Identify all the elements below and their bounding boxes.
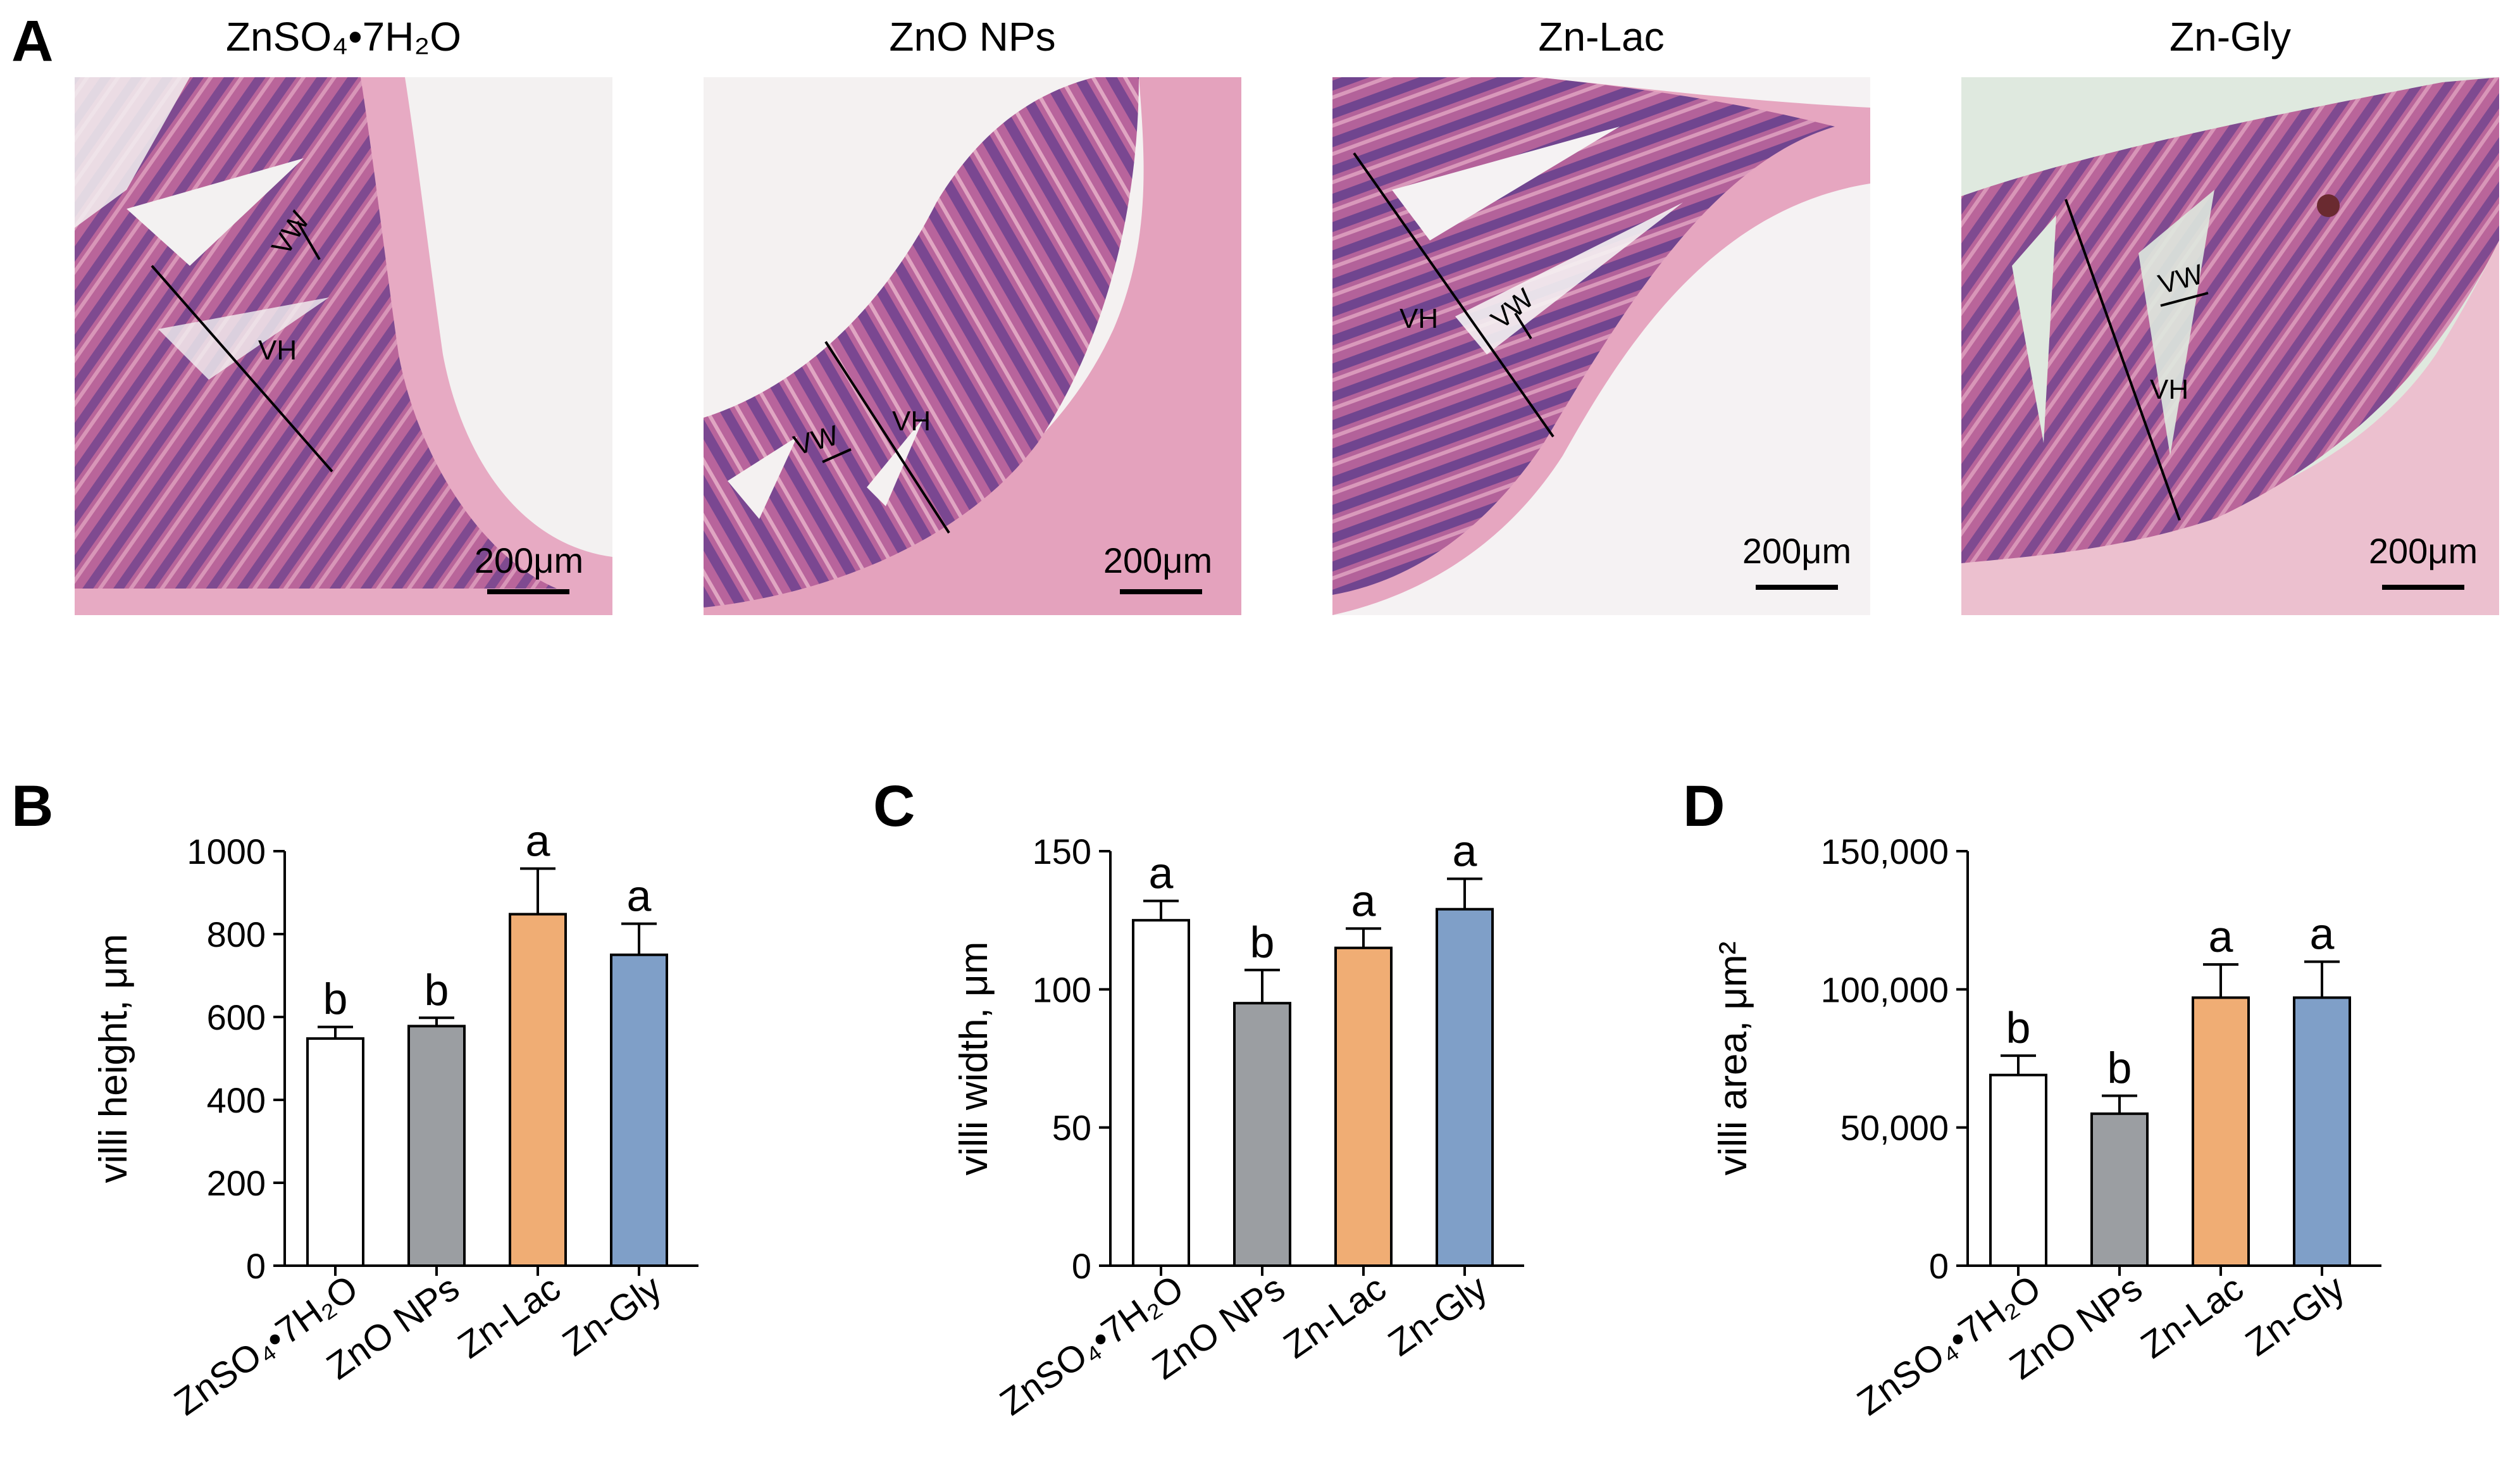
significance-letter: a: [1149, 849, 1174, 898]
vh-label: VH: [258, 335, 297, 366]
y-axis-title: villi width, μm: [952, 942, 996, 1176]
significance-letter: a: [1453, 826, 1477, 876]
significance-letter: a: [2209, 912, 2233, 961]
histology-image-znso4: ZnSO₄•7H₂O VH VW 200μm: [75, 14, 612, 615]
panel-letter: D: [1683, 774, 1725, 839]
scalebar-label: 200μm: [2369, 531, 2478, 571]
y-tick-label: 1000: [187, 832, 266, 871]
bar: [509, 913, 567, 1268]
bar: [2192, 996, 2250, 1268]
vh-label: VH: [892, 406, 931, 437]
image-title: Zn-Lac: [1538, 14, 1664, 59]
y-axis-title: villi area, μm²: [1711, 942, 1755, 1176]
significance-letter: b: [1250, 918, 1275, 967]
x-tick-label: Zn-Gly: [2238, 1267, 2352, 1364]
significance-letter: a: [526, 816, 550, 866]
x-tick-label: Zn-Lac: [2133, 1267, 2250, 1366]
x-tick-label: Zn-Lac: [1276, 1267, 1393, 1366]
x-tick-label: Zn-Lac: [450, 1267, 568, 1366]
significance-letter: a: [2310, 909, 2335, 959]
vh-label: VH: [2150, 374, 2188, 405]
bar: [1132, 919, 1190, 1267]
panel-letter: C: [873, 774, 915, 839]
y-tick-label: 100,000: [1821, 970, 1949, 1009]
y-tick-label: 0: [1072, 1246, 1091, 1286]
y-tick-label: 150: [1033, 832, 1091, 871]
x-tick-label: Zn-Gly: [1381, 1267, 1495, 1364]
y-tick-label: 0: [1929, 1246, 1949, 1286]
histology-image-zno-nps: ZnO NPs VH VW 200μm: [704, 14, 1241, 615]
y-tick-label: 100: [1033, 970, 1091, 1009]
significance-letter: b: [2006, 1003, 2031, 1052]
significance-letter: b: [323, 975, 348, 1024]
image-title: ZnSO₄•7H₂O: [226, 14, 461, 59]
scalebar-label: 200μm: [475, 540, 583, 580]
y-tick-label: 600: [207, 997, 266, 1037]
panel-a-letter: A: [11, 9, 53, 73]
bar: [2293, 996, 2351, 1268]
bar: [306, 1037, 364, 1268]
significance-letter: a: [627, 871, 652, 921]
y-tick-label: 400: [207, 1080, 266, 1120]
bar: [2090, 1112, 2149, 1268]
bar: [1989, 1073, 2047, 1267]
y-tick-label: 200: [207, 1163, 266, 1203]
y-tick-label: 50,000: [1840, 1108, 1949, 1148]
scalebar-label: 200μm: [1742, 531, 1851, 571]
x-tick-label: Zn-Gly: [556, 1267, 669, 1364]
panel-letter: B: [11, 774, 53, 839]
y-tick-label: 800: [207, 914, 266, 954]
image-title: ZnO NPs: [889, 14, 1055, 59]
image-title: Zn-Gly: [2169, 14, 2291, 59]
y-tick-label: 0: [246, 1246, 266, 1286]
significance-letter: a: [1351, 876, 1376, 925]
significance-letter: b: [425, 965, 449, 1014]
chart-villi-area: D 0 50,000 100,000 150,000 villi area, μm² b Zn…: [1683, 774, 2381, 1423]
y-axis-title: villi height, μm: [92, 933, 135, 1183]
bar: [1334, 946, 1393, 1268]
histology-image-zn-gly: Zn-Gly VH VW 200μm: [1961, 14, 2499, 615]
vh-label: VH: [1400, 303, 1438, 334]
significance-letter: b: [2107, 1043, 2132, 1092]
bar: [1436, 908, 1494, 1267]
y-tick-label: 50: [1052, 1108, 1091, 1148]
bar: [1233, 1002, 1291, 1267]
scalebar-label: 200μm: [1103, 540, 1212, 580]
histology-image-zn-lac: Zn-Lac VH VW 200μm: [1332, 14, 1870, 615]
y-tick-label: 150,000: [1821, 832, 1949, 871]
bar: [407, 1025, 466, 1268]
bar: [610, 953, 668, 1267]
